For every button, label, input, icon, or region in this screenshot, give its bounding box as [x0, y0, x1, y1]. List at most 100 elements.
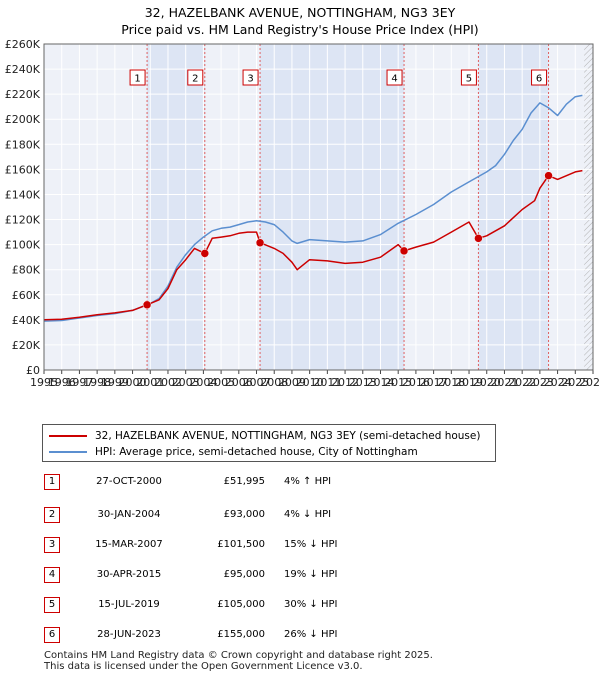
x-tick-label: 2017 — [420, 376, 448, 389]
forecast-hatch — [584, 44, 593, 370]
x-tick-label: 2005 — [207, 376, 235, 389]
y-tick-label: £240K — [5, 63, 41, 76]
legend-label-property: 32, HAZELBANK AVENUE, NOTTINGHAM, NG3 3E… — [95, 430, 481, 442]
sale-hpi-diff: 26% ↓ HPI — [284, 629, 338, 640]
y-tick-label: £60K — [12, 289, 41, 302]
x-tick-label: 2013 — [349, 376, 377, 389]
y-tick-label: £40K — [12, 314, 41, 327]
x-tick-label: 2019 — [455, 376, 483, 389]
y-tick-label: £0 — [26, 364, 40, 377]
x-tick-label: 2003 — [172, 376, 200, 389]
sale-hpi-diff: 19% ↓ HPI — [284, 569, 338, 580]
x-tick-label: 2002 — [154, 376, 182, 389]
sale-point — [399, 246, 409, 256]
x-tick-label: 2001 — [136, 376, 164, 389]
x-tick-label: 2009 — [278, 376, 306, 389]
y-tick-label: £100K — [5, 239, 41, 252]
sale-label-number: 6 — [536, 74, 542, 85]
legend-label-hpi: HPI: Average price, semi-detached house,… — [95, 446, 418, 458]
y-tick-label: £260K — [5, 38, 41, 51]
sale-date: 15-MAR-2007 — [95, 539, 163, 550]
sale-number-badge: 4 — [44, 567, 60, 583]
price-chart: £0 £20K £40K £60K £80K £100K £120K £140K £160K £1… — [5, 38, 600, 389]
x-tick-label: 1997 — [65, 376, 93, 389]
sale-period-band — [260, 44, 405, 370]
sale-row: 3 15-MAR-2007 £101,500 15% ↓ HPI — [44, 535, 464, 557]
sale-point — [200, 249, 210, 258]
sale-number-badge: 2 — [44, 507, 60, 523]
x-tick-label: 2000 — [119, 376, 147, 389]
x-tick-label: 2018 — [437, 376, 465, 389]
sale-label-box — [531, 69, 548, 86]
x-tick-label: 2007 — [243, 376, 271, 389]
sale-row: 5 15-JUL-2019 £105,000 30% ↓ HPI — [44, 595, 464, 617]
sale-label-number: 1 — [134, 74, 140, 85]
sale-hpi-diff: 4% ↑ HPI — [284, 476, 332, 487]
x-tick-label: 1999 — [101, 376, 129, 389]
sale-row: 1 27-OCT-2000 £51,995 4% ↑ HPI — [44, 472, 464, 494]
x-tick-label: 2020 — [473, 376, 501, 389]
sale-hpi-diff: 4% ↓ HPI — [284, 509, 332, 520]
sale-point — [255, 238, 265, 247]
y-tick-label: £220K — [5, 88, 41, 101]
x-tick-label: 2022 — [508, 376, 536, 389]
sale-number-badge: 6 — [44, 627, 60, 643]
plot-frame — [43, 43, 594, 371]
legend-swatch-blue — [49, 451, 87, 453]
chart-title: 32, HAZELBANK AVENUE, NOTTINGHAM, NG3 3E… — [0, 4, 600, 38]
sale-row: 4 30-APR-2015 £95,000 19% ↓ HPI — [44, 565, 464, 587]
x-tick-label: 2021 — [490, 376, 518, 389]
sale-number-badge: 5 — [44, 597, 60, 613]
sale-label-box — [242, 69, 259, 86]
sale-point — [142, 300, 152, 310]
sale-price: £155,000 — [217, 629, 265, 640]
x-tick-label: 1995 — [30, 376, 58, 389]
footer-licence: This data is licensed under the Open Gov… — [44, 661, 363, 672]
x-tick-label: 2026 — [579, 376, 600, 389]
sale-hpi-diff: 30% ↓ HPI — [284, 599, 338, 610]
x-tick-label: 2008 — [260, 376, 288, 389]
title-line-1: 32, HAZELBANK AVENUE, NOTTINGHAM, NG3 3E… — [144, 5, 456, 20]
x-tick-label: 2024 — [544, 376, 572, 389]
sale-period-band — [147, 44, 205, 370]
sale-price: £105,000 — [217, 599, 265, 610]
footer: Contains HM Land Registry data © Crown c… — [44, 650, 433, 672]
sale-price: £101,500 — [217, 539, 265, 550]
sale-point — [474, 234, 483, 243]
y-tick-label: £120K — [5, 214, 41, 227]
sale-price: £95,000 — [223, 569, 265, 580]
legend-swatch-red — [49, 435, 87, 437]
series-line — [43, 94, 583, 322]
sale-label-box — [187, 69, 204, 86]
sale-date: 27-OCT-2000 — [96, 476, 162, 487]
x-tick-label: 2023 — [526, 376, 554, 389]
sale-number-badge: 1 — [44, 474, 60, 490]
y-tick-label: £200K — [5, 113, 41, 126]
x-tick-label: 1998 — [83, 376, 111, 389]
sale-label-number: 4 — [391, 74, 397, 85]
sale-point — [544, 171, 553, 180]
x-tick-label: 2016 — [402, 376, 430, 389]
sale-hpi-diff: 15% ↓ HPI — [284, 539, 338, 550]
x-tick-label: 2011 — [313, 376, 341, 389]
x-tick-label: 2010 — [296, 376, 324, 389]
sale-price: £93,000 — [223, 509, 265, 520]
y-tick-label: £80K — [12, 264, 41, 277]
sale-label-box — [129, 69, 146, 86]
legend-item-hpi: HPI: Average price, semi-detached house,… — [49, 446, 418, 458]
x-tick-label: 2006 — [225, 376, 253, 389]
legend: 32, HAZELBANK AVENUE, NOTTINGHAM, NG3 3E… — [42, 424, 496, 462]
x-tick-label: 2012 — [331, 376, 359, 389]
sale-label-number: 3 — [247, 74, 253, 85]
title-line-2: Price paid vs. HM Land Registry's House … — [121, 22, 479, 37]
footer-copyright: Contains HM Land Registry data © Crown c… — [44, 650, 433, 661]
x-tick-label: 1996 — [48, 376, 76, 389]
x-tick-label: 2004 — [189, 376, 217, 389]
sale-date: 28-JUN-2023 — [97, 629, 161, 640]
sale-label-box — [460, 69, 477, 86]
y-tick-label: £140K — [5, 188, 41, 201]
sale-label-number: 2 — [192, 74, 198, 85]
sale-date: 15-JUL-2019 — [98, 599, 160, 610]
sale-price: £51,995 — [223, 476, 265, 487]
y-tick-label: £20K — [12, 339, 41, 352]
